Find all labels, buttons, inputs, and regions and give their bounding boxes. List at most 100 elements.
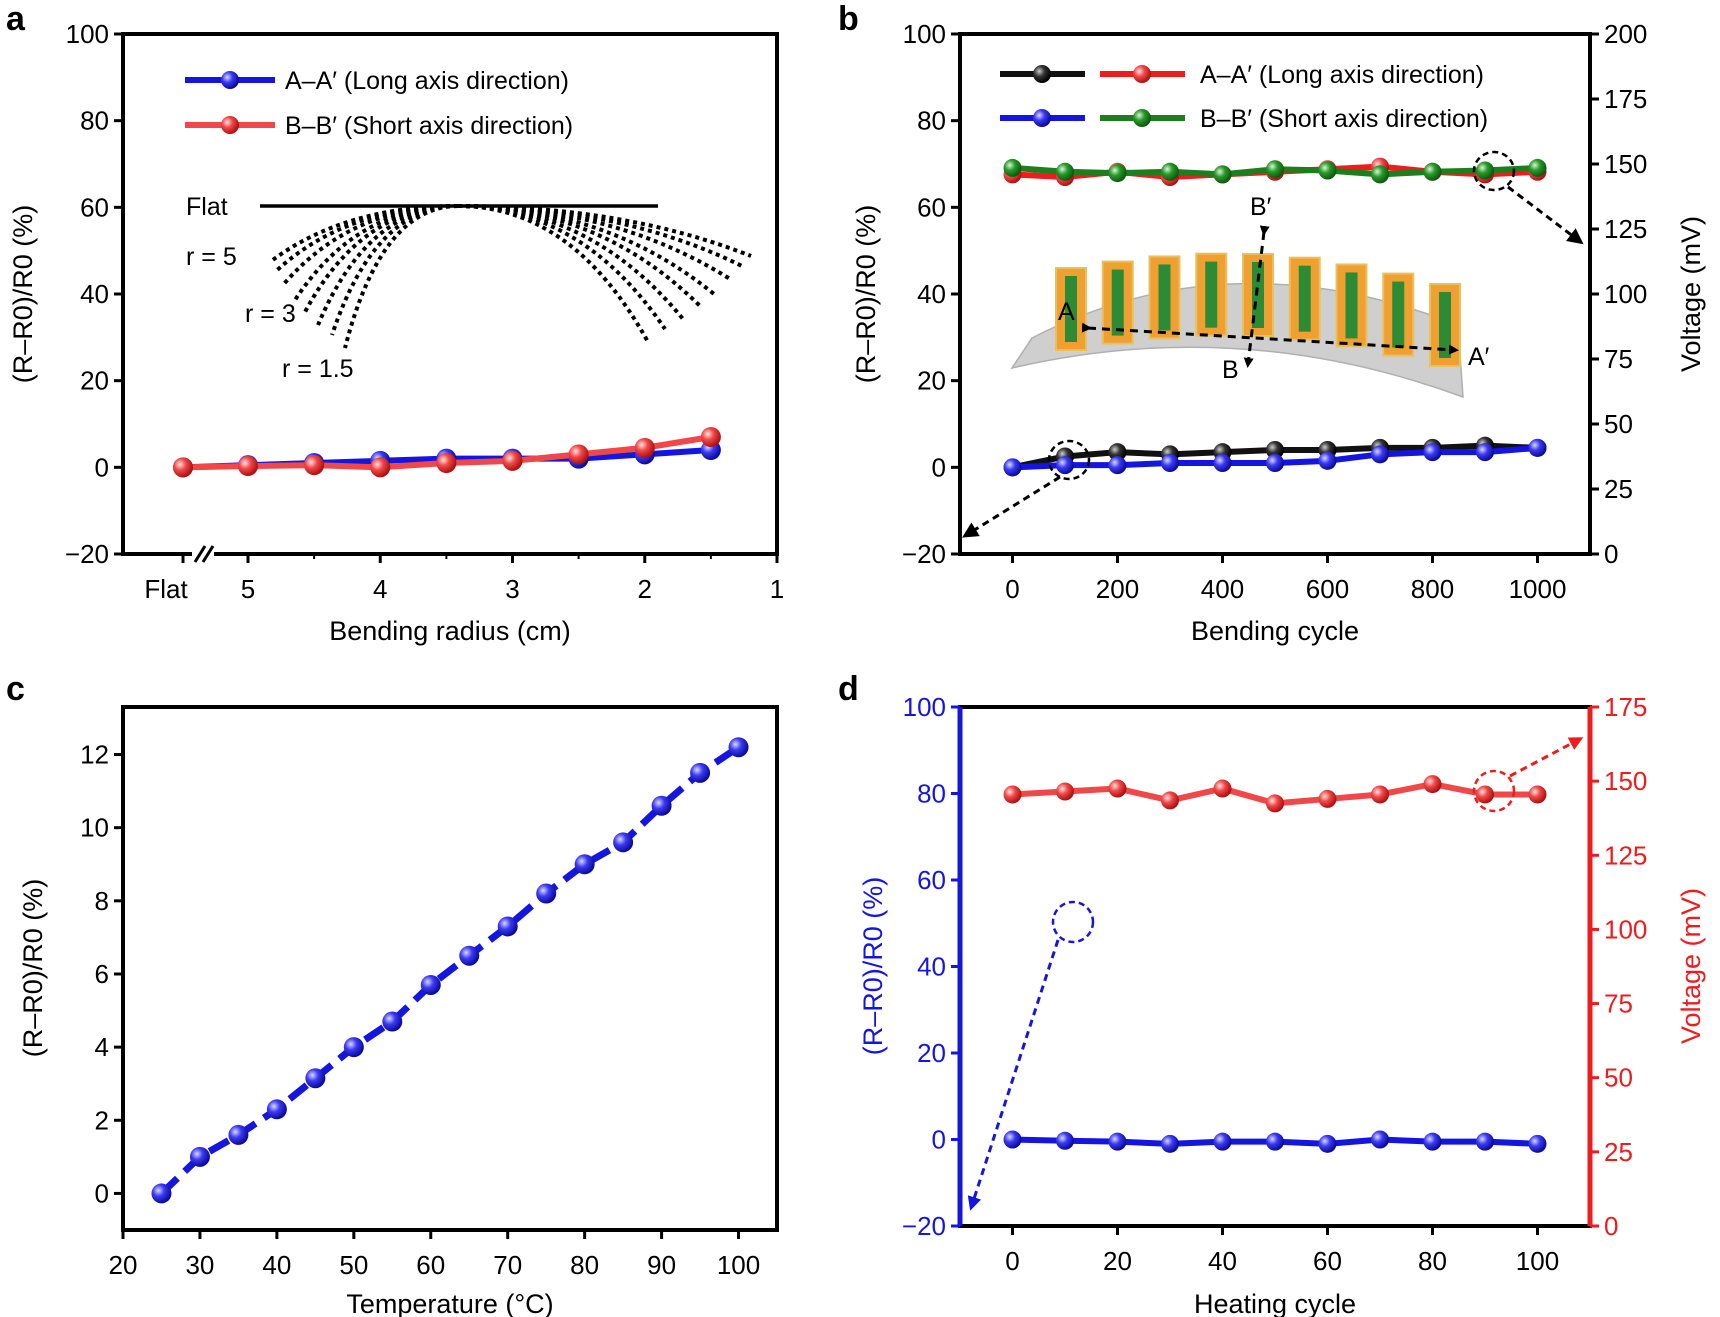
data-point-a-1 xyxy=(700,427,721,447)
x-tick-label: 30 xyxy=(185,1250,214,1280)
data-point-c xyxy=(343,1037,364,1058)
data-point-b-3 xyxy=(1003,158,1022,177)
x-tick-label: 90 xyxy=(647,1250,676,1280)
data-point-d-0 xyxy=(1318,1134,1337,1153)
legend-marker-b-red xyxy=(1133,65,1151,83)
data-point-b-3 xyxy=(1056,162,1074,181)
data-point-b-3 xyxy=(1528,158,1547,177)
y-tick-label: 40 xyxy=(80,279,109,309)
axis-arrow-aa xyxy=(1081,322,1459,355)
data-point-d-1 xyxy=(1161,791,1179,810)
bend-curve-right xyxy=(457,204,716,296)
data-point-d-1 xyxy=(1266,794,1284,813)
panel-letter-c: c xyxy=(6,670,25,708)
data-point-c xyxy=(651,795,672,816)
inset-label-a: A xyxy=(1058,298,1075,326)
data-point-d-0 xyxy=(1266,1132,1284,1151)
y2-axis-title-d: Voltage (mV) xyxy=(1676,888,1706,1044)
data-point-b-2 xyxy=(1266,454,1284,472)
x-tick-label: 40 xyxy=(262,1250,291,1280)
data-point-b-2 xyxy=(1476,443,1494,462)
data-point-c xyxy=(728,737,749,758)
y2-tick-label: 75 xyxy=(1604,344,1633,374)
y-tick-label: 6 xyxy=(95,959,109,989)
data-point-b-3 xyxy=(1108,164,1127,183)
y-tick-label: 100 xyxy=(903,19,946,49)
y-tick-label: 20 xyxy=(917,1038,946,1068)
data-point-d-1 xyxy=(1476,785,1494,804)
y2-tick-label: 75 xyxy=(1604,989,1633,1019)
x-tick-label: 2 xyxy=(638,574,652,604)
data-point-c xyxy=(151,1183,172,1204)
y-tick-label: 80 xyxy=(917,779,946,809)
data-point-d-1 xyxy=(1056,782,1074,801)
data-point-a-1 xyxy=(502,450,523,471)
y2-tick-label: 175 xyxy=(1604,692,1647,722)
data-point-b-2 xyxy=(1108,456,1127,475)
data-point-c xyxy=(574,854,595,875)
x-tick-label: 3 xyxy=(505,574,519,604)
y2-tick-label: 150 xyxy=(1604,149,1647,179)
sensing-strip xyxy=(1205,261,1218,328)
legend-marker-b-green xyxy=(1133,109,1151,127)
y2-tick-label: 50 xyxy=(1604,1063,1633,1093)
y-axis-title-d: (R–R0)/R0 (%) xyxy=(858,877,888,1056)
y-tick-label: 0 xyxy=(95,1178,109,1208)
pointer-arrow-b-right xyxy=(1507,185,1584,245)
x-tick-label: 80 xyxy=(1418,1246,1447,1276)
y-tick-label: 0 xyxy=(95,452,109,482)
axis-break-mark-2 xyxy=(201,545,215,563)
bend-curve-left xyxy=(303,204,459,313)
data-point-d-1 xyxy=(1528,785,1547,804)
x-tick-label: 100 xyxy=(717,1250,760,1280)
x-tick-label: 800 xyxy=(1411,574,1454,604)
sensing-strip xyxy=(1158,264,1171,331)
y2-tick-label: 125 xyxy=(1604,840,1647,870)
x-axis-title-b: Bending cycle xyxy=(1191,616,1359,646)
y2-tick-label: 25 xyxy=(1604,1137,1633,1167)
legend-marker-a-short xyxy=(221,116,239,134)
y-tick-label: 0 xyxy=(932,1125,946,1155)
data-point-b-3 xyxy=(1161,162,1179,181)
x-tick-label: 60 xyxy=(416,1250,445,1280)
data-point-b-3 xyxy=(1266,160,1284,179)
data-point-a-1 xyxy=(436,453,457,473)
x-tick-label: 70 xyxy=(493,1250,522,1280)
inset-label-b: B xyxy=(1222,356,1239,384)
sensing-strip xyxy=(1345,272,1358,339)
x-tick-label: 20 xyxy=(109,1250,138,1280)
y2-tick-label: 0 xyxy=(1604,1211,1618,1241)
highlight-circle-b-resistance xyxy=(1047,439,1091,481)
y-tick-label: 0 xyxy=(932,452,946,482)
y-tick-label: 8 xyxy=(95,886,109,916)
data-point-b-2 xyxy=(1423,443,1442,462)
data-point-c xyxy=(420,974,441,995)
y2-axis-title-b: Voltage (mV) xyxy=(1676,216,1706,372)
inset-label-r3: r = 3 xyxy=(245,300,296,328)
y-axis-title-b: (R–R0)/R0 (%) xyxy=(851,205,881,384)
bend-curve-left xyxy=(343,204,459,349)
data-point-d-0 xyxy=(1161,1134,1179,1153)
data-point-b-2 xyxy=(1056,456,1074,475)
data-point-c xyxy=(305,1068,326,1089)
x-tick-label: 200 xyxy=(1096,574,1139,604)
data-point-d-1 xyxy=(1003,785,1022,804)
y-tick-label: 80 xyxy=(917,106,946,136)
x-tick-label: 5 xyxy=(241,574,255,604)
data-point-b-3 xyxy=(1476,161,1494,180)
highlight-circle-d-resistance xyxy=(1051,900,1095,944)
data-point-c xyxy=(690,762,711,783)
legend-marker-a-long xyxy=(221,71,239,89)
inset-label-r15: r = 1.5 xyxy=(282,355,354,383)
panel-b: b −20 0 20 40 60 80 100 0 25 50 75 100 125 150 175 200… xyxy=(838,0,1706,646)
sensing-strip xyxy=(1111,269,1124,336)
data-point-d-0 xyxy=(1213,1132,1232,1151)
data-point-d-1 xyxy=(1108,779,1127,798)
data-point-a-1 xyxy=(304,455,325,476)
data-point-a-1 xyxy=(634,437,655,458)
x-tick-label: 400 xyxy=(1201,574,1244,604)
x-axis-title-d: Heating cycle xyxy=(1194,1289,1356,1317)
inset-label-a-prime: A′ xyxy=(1468,343,1490,371)
y2-tick-label: 200 xyxy=(1604,19,1647,49)
data-point-d-1 xyxy=(1318,789,1337,808)
